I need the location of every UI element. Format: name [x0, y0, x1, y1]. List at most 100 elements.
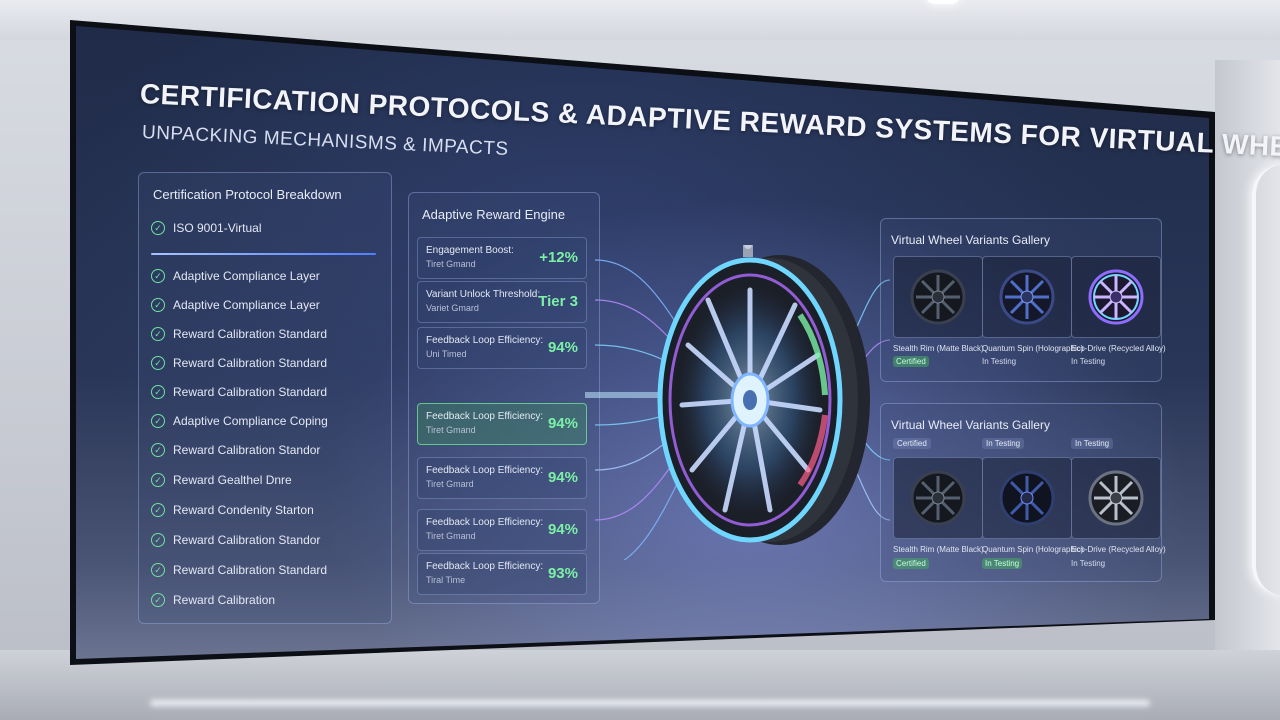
room-right-wall — [1215, 60, 1280, 660]
cert-item-label: Reward Calibration Standard — [173, 356, 328, 370]
check-circle-icon: ✓ — [151, 443, 165, 457]
filter-badge[interactable]: In Testing — [1071, 438, 1114, 449]
divider — [151, 253, 376, 255]
cert-item[interactable]: ✓ Reward Calibration Standard — [151, 563, 327, 577]
cert-item-label: Reward Calibration Standard — [173, 327, 328, 341]
metric-label: Engagement Boost: — [426, 245, 514, 256]
variant-caption: Stealth Rim (Matte Black) — [893, 344, 984, 353]
variant-caption: Eco-Drive (Recycled Alloy) — [1071, 545, 1166, 554]
wheel-icon — [910, 470, 966, 526]
check-circle-icon: ✓ — [151, 327, 165, 341]
cert-item-label: Adaptive Compliance Layer — [173, 298, 320, 312]
metric-label: Variant Unlock Threshold: — [426, 289, 541, 300]
variant-caption: Quantum Spin (Holographic) — [982, 344, 1084, 353]
metric-sub: Tiret Gmand — [426, 259, 476, 269]
variant-tile[interactable] — [893, 256, 983, 338]
central-wheel-icon — [657, 245, 870, 545]
cert-item-label: Reward Calibration Standor — [173, 443, 321, 457]
check-circle-icon: ✓ — [151, 593, 165, 607]
cert-item-label: Reward Calibration — [173, 593, 276, 607]
metric-value: 94% — [547, 339, 578, 356]
cert-item-label: ISO 9001-Virtual — [173, 221, 262, 235]
filter-badge[interactable]: In Testing — [982, 438, 1025, 449]
screen-content — [76, 26, 1209, 659]
check-circle-icon: ✓ — [151, 563, 165, 577]
variant-tile[interactable] — [893, 457, 983, 539]
variants-gallery-top: Virtual Wheel Variants Gallery Stealth R… — [880, 218, 1166, 382]
variant-status: Certified — [893, 356, 929, 367]
variant-status: In Testing — [1071, 559, 1106, 568]
cert-item[interactable]: ✓ Reward Calibration — [151, 593, 275, 607]
cert-item[interactable]: ✓ Reward Gealthel Dnre — [151, 473, 292, 487]
reward-engine-panel: Adaptive Reward Engine Engagement Boost:… — [408, 192, 600, 604]
cert-item[interactable]: ✓ Adaptive Compliance Layer — [151, 298, 320, 312]
metric-value: 93% — [547, 565, 578, 582]
check-circle-icon: ✓ — [151, 473, 165, 487]
metric-card[interactable]: Engagement Boost: Tiret Gmand +12% — [417, 237, 587, 279]
variant-tile[interactable] — [982, 256, 1072, 338]
gallery-title: Virtual Wheel Variants Gallery — [891, 418, 1050, 432]
room-floor — [0, 650, 1280, 720]
check-circle-icon: ✓ — [151, 533, 165, 547]
metric-label: Feedback Loop Efficiency: — [426, 465, 544, 476]
cert-item-label: Reward Gealthel Dnre — [173, 473, 292, 487]
variant-tile[interactable] — [982, 457, 1072, 539]
metric-card[interactable]: Feedback Loop Efficiency: Tiral Time 93% — [417, 553, 587, 595]
metric-value: Tier 3 — [538, 293, 578, 310]
wheel-icon — [1088, 269, 1144, 325]
variant-tile[interactable] — [1071, 457, 1161, 539]
gallery-title: Virtual Wheel Variants Gallery — [891, 233, 1050, 247]
ceiling-lamp — [925, 0, 961, 4]
cert-item[interactable]: ✓ Reward Condenity Starton — [151, 503, 314, 517]
cert-item[interactable]: ✓ Reward Calibration Standard — [151, 385, 327, 399]
cert-item[interactable]: ✓ Reward Calibration Standard — [151, 327, 327, 341]
filter-badge[interactable]: Certified — [893, 438, 931, 449]
cert-item-label: Adaptive Compliance Coping — [173, 414, 328, 428]
certification-panel-title: Certification Protocol Breakdown — [153, 187, 342, 202]
variant-status: Certified — [893, 558, 929, 569]
variant-tile[interactable] — [1071, 256, 1161, 338]
variant-caption: Eco-Drive (Recycled Alloy) — [1071, 344, 1166, 353]
wheel-icon — [999, 470, 1055, 526]
cert-item-label: Reward Calibration Standard — [173, 385, 328, 399]
wall-light-arch — [1252, 165, 1280, 595]
cert-item[interactable]: ✓ Reward Calibration Standard — [151, 356, 327, 370]
variant-status: In Testing — [982, 357, 1017, 366]
metric-value: 94% — [547, 521, 578, 538]
cert-item[interactable]: ✓ Adaptive Compliance Coping — [151, 414, 328, 428]
wheel-icon — [910, 269, 966, 325]
cert-item[interactable]: ✓ ISO 9001-Virtual — [151, 221, 262, 235]
check-circle-icon: ✓ — [151, 414, 165, 428]
metric-sub: Tiret Gmard — [426, 479, 474, 489]
wheel-icon — [999, 269, 1055, 325]
cert-item-label: Reward Calibration Standard — [173, 563, 328, 577]
metric-sub: Variet Gmard — [426, 303, 479, 313]
metric-sub: Tiral Time — [426, 575, 466, 585]
cert-item[interactable]: ✓ Reward Calibration Standor — [151, 533, 320, 547]
metric-card-highlighted[interactable]: Feedback Loop Efficiency: Tiret Gmand 94… — [417, 403, 587, 445]
cert-item[interactable]: ✓ Reward Calibration Standor — [151, 443, 320, 457]
certification-panel: Certification Protocol Breakdown ✓ ISO 90… — [138, 172, 392, 624]
check-circle-icon: ✓ — [151, 269, 165, 283]
check-circle-icon: ✓ — [151, 356, 165, 370]
variant-status: In Testing — [982, 558, 1023, 569]
metric-label: Feedback Loop Efficiency: — [426, 335, 544, 346]
metric-label: Feedback Loop Efficiency: — [426, 411, 544, 422]
metric-label: Feedback Loop Efficiency: — [426, 561, 544, 572]
metric-sub: Tiret Gmand — [426, 531, 476, 541]
metric-label: Feedback Loop Efficiency: — [426, 517, 544, 528]
reward-engine-title: Adaptive Reward Engine — [422, 207, 566, 222]
check-circle-icon: ✓ — [151, 385, 165, 399]
metric-card[interactable]: Feedback Loop Efficiency: Uni Timed 94% — [417, 327, 587, 369]
metric-sub: Uni Timed — [426, 349, 467, 359]
variant-caption: Quantum Spin (Holographic) — [982, 545, 1084, 554]
check-circle-icon: ✓ — [151, 221, 165, 235]
metric-card[interactable]: Variant Unlock Threshold: Variet Gmard T… — [417, 281, 587, 323]
metric-value: +12% — [539, 249, 578, 266]
cert-item[interactable]: ✓ Adaptive Compliance Layer — [151, 269, 320, 283]
cert-item-label: Adaptive Compliance Layer — [173, 269, 320, 283]
cert-item-label: Reward Calibration Standor — [173, 533, 321, 547]
metric-card[interactable]: Feedback Loop Efficiency: Tiret Gmand 94… — [417, 509, 587, 551]
variant-status: In Testing — [1071, 357, 1106, 366]
metric-card[interactable]: Feedback Loop Efficiency: Tiret Gmard 94… — [417, 457, 587, 499]
